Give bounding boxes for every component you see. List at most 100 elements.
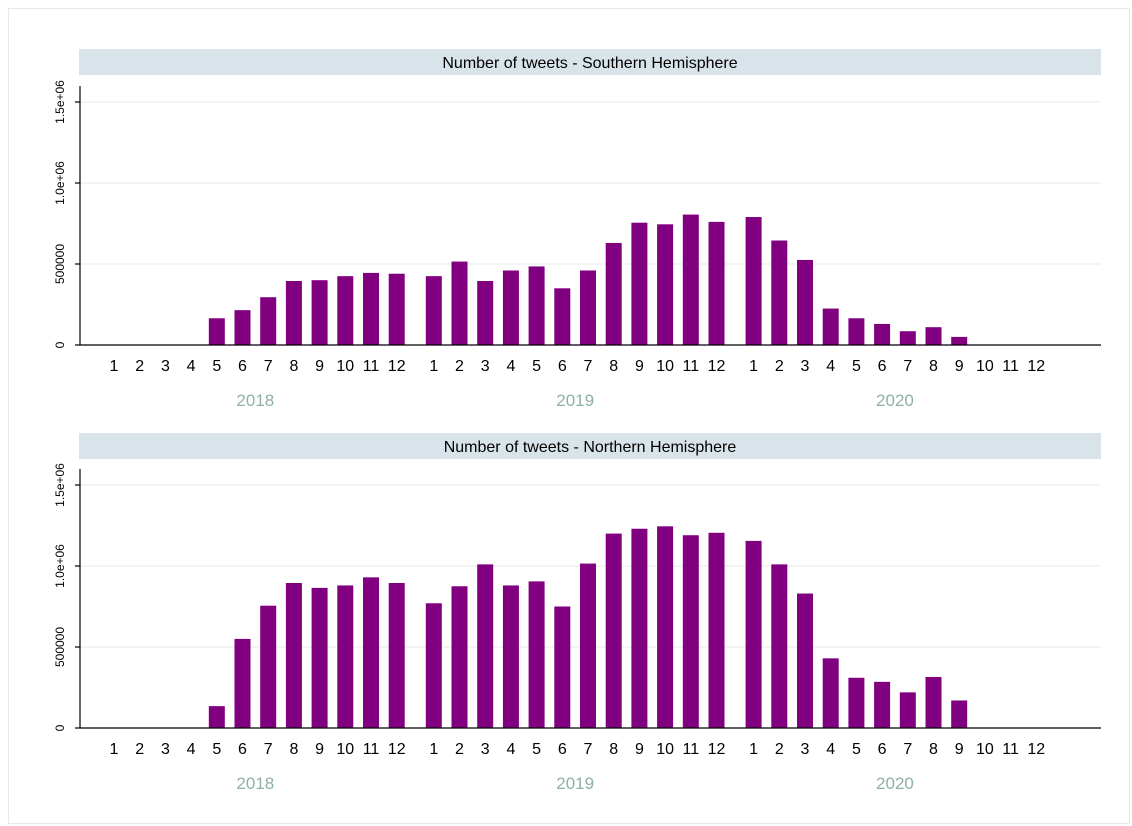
bar-2018-8 (285, 281, 302, 345)
month-tick-label: 12 (1027, 358, 1045, 375)
year-label: 2020 (876, 774, 914, 793)
month-tick-label: 3 (801, 741, 810, 758)
month-tick-label: 2 (775, 741, 784, 758)
bar-2020-8 (925, 676, 942, 728)
figure-frame (8, 8, 1130, 824)
bar-2019-12 (708, 221, 725, 345)
month-tick-label: 10 (976, 741, 994, 758)
month-tick-label: 6 (238, 358, 247, 375)
bar-2019-3 (477, 281, 494, 345)
month-tick-label: 5 (532, 741, 541, 758)
month-tick-label: 2 (455, 358, 464, 375)
bar-2018-7 (260, 297, 277, 345)
month-tick-label: 5 (852, 741, 861, 758)
month-tick-label: 8 (609, 358, 618, 375)
month-tick-label: 1 (749, 741, 758, 758)
month-tick-label: 12 (388, 741, 406, 758)
month-tick-label: 2 (775, 358, 784, 375)
bar-2020-6 (874, 681, 891, 728)
panel-title-band (79, 49, 1101, 75)
month-tick-label: 11 (682, 358, 699, 375)
y-tick-label: 500000 (53, 244, 67, 284)
year-label: 2018 (236, 391, 274, 410)
month-tick-label: 7 (264, 358, 273, 375)
month-tick-label: 11 (1002, 358, 1019, 375)
bar-2020-5 (848, 677, 865, 728)
month-tick-label: 6 (238, 741, 247, 758)
bar-2019-4 (502, 585, 519, 728)
month-tick-label: 11 (363, 741, 380, 758)
bar-2018-11 (363, 577, 379, 728)
panel-title-band (79, 433, 1101, 459)
bar-2018-12 (388, 273, 405, 345)
bar-2019-1 (425, 276, 442, 345)
month-tick-label: 9 (955, 741, 964, 758)
month-tick-label: 1 (429, 741, 438, 758)
month-tick-label: 7 (903, 741, 912, 758)
panel-title: Number of tweets - Northern Hemisphere (444, 439, 737, 456)
bar-2019-10 (657, 526, 674, 728)
panel-title: Number of tweets - Southern Hemisphere (442, 55, 737, 72)
bar-2019-7 (580, 270, 596, 345)
month-tick-label: 10 (336, 741, 354, 758)
bar-2019-12 (708, 532, 725, 728)
bar-2019-9 (631, 222, 648, 345)
year-label: 2018 (236, 774, 274, 793)
bar-2018-8 (285, 583, 302, 728)
y-tick-label: 1.5e+06 (53, 80, 67, 124)
month-tick-label: 3 (801, 358, 810, 375)
y-tick-label: 1.0e+06 (53, 544, 67, 588)
bar-2019-5 (528, 581, 545, 728)
bar-2018-9 (311, 280, 328, 345)
month-tick-label: 3 (161, 358, 170, 375)
bar-2020-1 (745, 540, 762, 728)
bar-2020-8 (925, 327, 942, 345)
month-tick-label: 11 (363, 358, 380, 375)
month-tick-label: 5 (212, 358, 221, 375)
bar-2019-10 (657, 224, 674, 345)
month-tick-label: 9 (315, 358, 324, 375)
bar-2020-4 (822, 308, 839, 345)
bar-2020-3 (797, 259, 813, 345)
bar-2019-5 (528, 266, 545, 345)
month-tick-label: 7 (264, 741, 273, 758)
month-tick-label: 8 (289, 741, 298, 758)
y-tick-label: 1.5e+06 (53, 463, 67, 507)
month-tick-label: 8 (929, 358, 938, 375)
bar-2020-7 (899, 692, 916, 728)
bar-2018-5 (208, 706, 225, 728)
month-tick-label: 11 (682, 741, 699, 758)
month-tick-label: 2 (455, 741, 464, 758)
bar-2019-7 (580, 563, 596, 728)
y-tick-label: 0 (53, 341, 67, 348)
month-tick-label: 4 (187, 358, 196, 375)
month-tick-label: 9 (955, 358, 964, 375)
month-tick-label: 7 (903, 358, 912, 375)
month-tick-label: 2 (135, 741, 144, 758)
month-tick-label: 5 (532, 358, 541, 375)
bar-2018-10 (337, 585, 354, 728)
bar-2018-12 (388, 583, 405, 728)
bar-2020-9 (951, 700, 968, 728)
bar-2018-6 (234, 310, 251, 345)
year-label: 2020 (876, 391, 914, 410)
month-tick-label: 6 (558, 741, 567, 758)
y-tick-label: 500000 (53, 627, 67, 667)
month-tick-label: 12 (388, 358, 406, 375)
bar-2020-2 (771, 240, 788, 345)
month-tick-label: 8 (609, 741, 618, 758)
month-tick-label: 8 (929, 741, 938, 758)
month-tick-label: 3 (481, 741, 490, 758)
month-tick-label: 3 (161, 741, 170, 758)
bar-2018-5 (208, 318, 225, 345)
bar-2020-5 (848, 318, 865, 345)
month-tick-label: 7 (584, 358, 593, 375)
bar-2019-2 (451, 586, 468, 728)
month-tick-label: 9 (635, 358, 644, 375)
month-tick-label: 11 (1002, 741, 1019, 758)
month-tick-label: 6 (878, 741, 887, 758)
month-tick-label: 4 (187, 741, 196, 758)
